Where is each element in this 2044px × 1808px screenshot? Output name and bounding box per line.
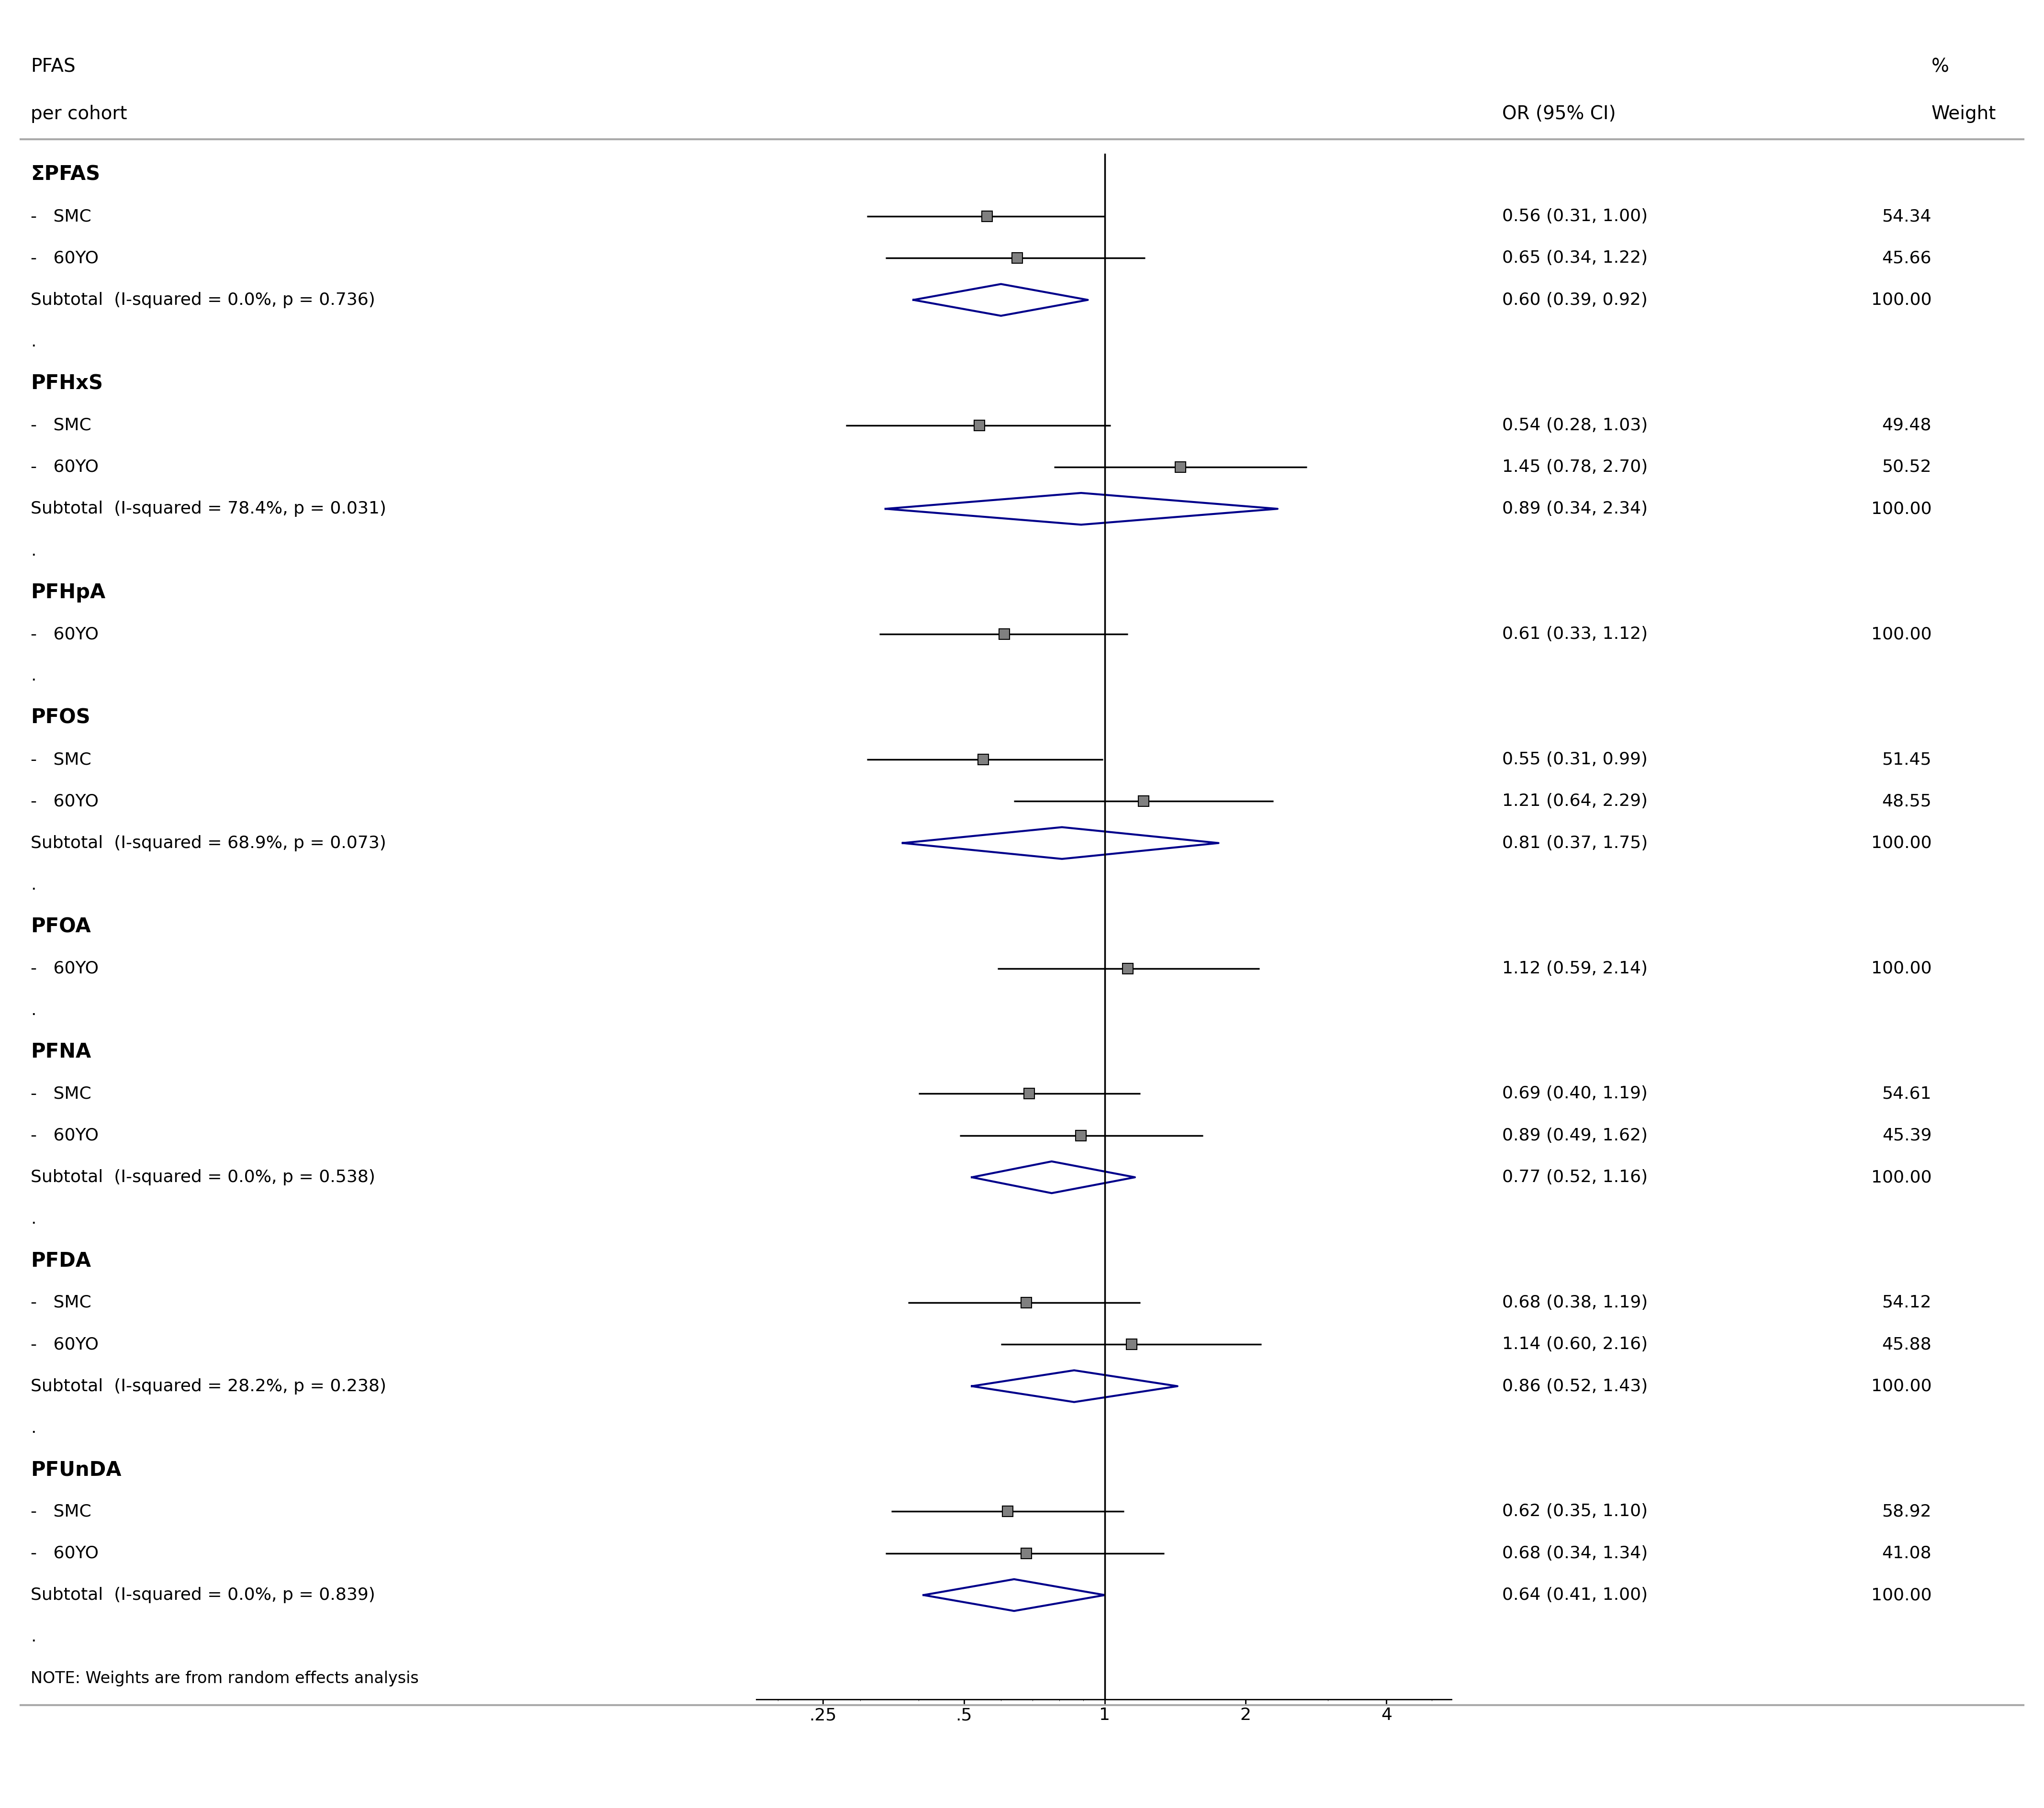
- Text: .: .: [31, 1211, 37, 1228]
- Text: 45.39: 45.39: [1883, 1128, 1932, 1144]
- Text: -   SMC: - SMC: [31, 1085, 92, 1101]
- Text: 48.55: 48.55: [1883, 794, 1932, 810]
- Text: Subtotal  (I-squared = 0.0%, p = 0.736): Subtotal (I-squared = 0.0%, p = 0.736): [31, 291, 376, 307]
- Text: %: %: [1932, 58, 1950, 76]
- Text: 100.00: 100.00: [1870, 626, 1932, 642]
- Text: -   60YO: - 60YO: [31, 626, 98, 642]
- Text: 0.68 (0.34, 1.34): 0.68 (0.34, 1.34): [1502, 1546, 1647, 1562]
- Text: PFDA: PFDA: [31, 1251, 92, 1271]
- Text: 0.61 (0.33, 1.12): 0.61 (0.33, 1.12): [1502, 626, 1647, 642]
- Text: PFNA: PFNA: [31, 1041, 92, 1061]
- Text: PFOS: PFOS: [31, 707, 90, 729]
- Text: 0.89 (0.49, 1.62): 0.89 (0.49, 1.62): [1502, 1128, 1647, 1144]
- Text: PFHpA: PFHpA: [31, 582, 106, 602]
- Text: .: .: [31, 877, 37, 893]
- Text: 0.62 (0.35, 1.10): 0.62 (0.35, 1.10): [1502, 1504, 1647, 1521]
- Text: 1.14 (0.60, 2.16): 1.14 (0.60, 2.16): [1502, 1336, 1647, 1352]
- Text: 45.88: 45.88: [1883, 1336, 1932, 1352]
- Text: -   SMC: - SMC: [31, 418, 92, 434]
- Text: .: .: [31, 542, 37, 559]
- Text: .: .: [31, 667, 37, 683]
- Text: Subtotal  (I-squared = 0.0%, p = 0.839): Subtotal (I-squared = 0.0%, p = 0.839): [31, 1587, 376, 1604]
- Text: Subtotal  (I-squared = 68.9%, p = 0.073): Subtotal (I-squared = 68.9%, p = 0.073): [31, 835, 386, 852]
- Text: 0.60 (0.39, 0.92): 0.60 (0.39, 0.92): [1502, 291, 1647, 307]
- Text: -   60YO: - 60YO: [31, 459, 98, 476]
- Text: 0.81 (0.37, 1.75): 0.81 (0.37, 1.75): [1502, 835, 1647, 852]
- Text: 0.56 (0.31, 1.00): 0.56 (0.31, 1.00): [1502, 208, 1647, 224]
- Text: 1.45 (0.78, 2.70): 1.45 (0.78, 2.70): [1502, 459, 1647, 476]
- Text: -   SMC: - SMC: [31, 1504, 92, 1521]
- Text: .: .: [31, 333, 37, 349]
- Text: 0.55 (0.31, 0.99): 0.55 (0.31, 0.99): [1502, 752, 1647, 768]
- Text: Subtotal  (I-squared = 0.0%, p = 0.538): Subtotal (I-squared = 0.0%, p = 0.538): [31, 1170, 376, 1186]
- Text: 0.54 (0.28, 1.03): 0.54 (0.28, 1.03): [1502, 418, 1647, 434]
- Text: 0.86 (0.52, 1.43): 0.86 (0.52, 1.43): [1502, 1378, 1647, 1394]
- Text: 1.12 (0.59, 2.14): 1.12 (0.59, 2.14): [1502, 960, 1647, 976]
- Text: 0.69 (0.40, 1.19): 0.69 (0.40, 1.19): [1502, 1085, 1647, 1101]
- Text: Subtotal  (I-squared = 28.2%, p = 0.238): Subtotal (I-squared = 28.2%, p = 0.238): [31, 1378, 386, 1394]
- Text: 54.34: 54.34: [1883, 208, 1932, 224]
- Text: per cohort: per cohort: [31, 105, 127, 123]
- Text: 100.00: 100.00: [1870, 1170, 1932, 1186]
- Text: Subtotal  (I-squared = 78.4%, p = 0.031): Subtotal (I-squared = 78.4%, p = 0.031): [31, 501, 386, 517]
- Text: -   60YO: - 60YO: [31, 1546, 98, 1562]
- Text: 0.68 (0.38, 1.19): 0.68 (0.38, 1.19): [1502, 1295, 1647, 1311]
- Text: 50.52: 50.52: [1883, 459, 1932, 476]
- Text: NOTE: Weights are from random effects analysis: NOTE: Weights are from random effects an…: [31, 1671, 419, 1687]
- Text: 0.65 (0.34, 1.22): 0.65 (0.34, 1.22): [1502, 250, 1647, 266]
- Text: -   60YO: - 60YO: [31, 1336, 98, 1352]
- Text: -   SMC: - SMC: [31, 1295, 92, 1311]
- Text: PFUnDA: PFUnDA: [31, 1459, 121, 1479]
- Text: 0.89 (0.34, 2.34): 0.89 (0.34, 2.34): [1502, 501, 1647, 517]
- Text: 100.00: 100.00: [1870, 1378, 1932, 1394]
- Text: PFAS: PFAS: [31, 58, 76, 76]
- Text: -   60YO: - 60YO: [31, 1128, 98, 1144]
- Text: .: .: [31, 1002, 37, 1018]
- Text: PFHxS: PFHxS: [31, 374, 102, 394]
- Text: 54.12: 54.12: [1883, 1295, 1932, 1311]
- Text: -   SMC: - SMC: [31, 752, 92, 768]
- Text: OR (95% CI): OR (95% CI): [1502, 105, 1617, 123]
- Text: 100.00: 100.00: [1870, 835, 1932, 852]
- Text: 58.92: 58.92: [1883, 1504, 1932, 1521]
- Text: 0.77 (0.52, 1.16): 0.77 (0.52, 1.16): [1502, 1170, 1647, 1186]
- Text: 100.00: 100.00: [1870, 291, 1932, 307]
- Text: -   60YO: - 60YO: [31, 960, 98, 976]
- Text: -   60YO: - 60YO: [31, 794, 98, 810]
- Text: -   60YO: - 60YO: [31, 250, 98, 266]
- Text: 45.66: 45.66: [1883, 250, 1932, 266]
- Text: .: .: [31, 1629, 37, 1645]
- Text: 51.45: 51.45: [1883, 752, 1932, 768]
- Text: 100.00: 100.00: [1870, 960, 1932, 976]
- Text: 54.61: 54.61: [1883, 1085, 1932, 1101]
- Text: -   SMC: - SMC: [31, 208, 92, 224]
- Text: 0.64 (0.41, 1.00): 0.64 (0.41, 1.00): [1502, 1587, 1647, 1604]
- Text: PFOA: PFOA: [31, 917, 90, 937]
- Text: .: .: [31, 1419, 37, 1436]
- Text: Weight: Weight: [1932, 105, 1997, 123]
- Text: 100.00: 100.00: [1870, 1587, 1932, 1604]
- Text: 1.21 (0.64, 2.29): 1.21 (0.64, 2.29): [1502, 794, 1647, 810]
- Text: 49.48: 49.48: [1883, 418, 1932, 434]
- Text: ΣPFAS: ΣPFAS: [31, 165, 100, 184]
- Text: 41.08: 41.08: [1883, 1546, 1932, 1562]
- Text: 100.00: 100.00: [1870, 501, 1932, 517]
